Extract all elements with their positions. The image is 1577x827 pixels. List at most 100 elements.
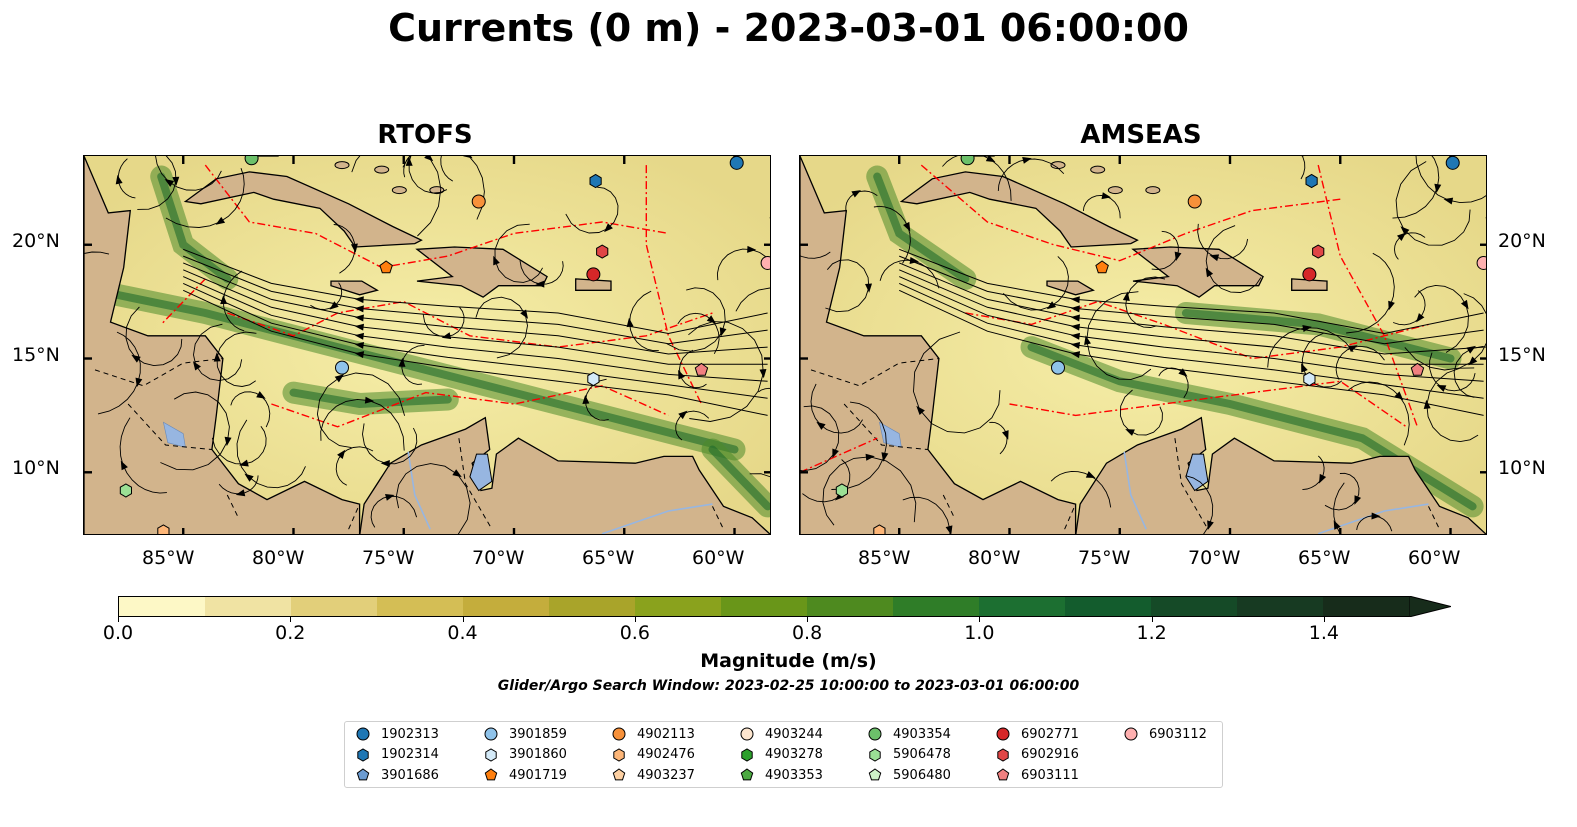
- colorbar-tick: [118, 616, 119, 622]
- float-marker-3901860[interactable]: [587, 371, 600, 387]
- colorbar-tick: [462, 616, 464, 622]
- float-marker-6902916[interactable]: [1312, 244, 1325, 259]
- legend-label: 4903237: [637, 767, 695, 783]
- panel-title-amseas: AMSEAS: [1080, 120, 1202, 150]
- lon-label-80w-b: 80°W: [968, 547, 1021, 569]
- circle-marker-icon: [740, 727, 754, 741]
- pentagon-marker-icon: [996, 768, 1010, 781]
- legend-item: 6903111: [995, 766, 1079, 784]
- colorbar-tick-label: 0.4: [447, 622, 478, 644]
- legend-item: 6902916: [995, 746, 1079, 764]
- lat-label-10n: 10°N: [12, 457, 60, 479]
- lon-label-65w: 65°W: [582, 547, 635, 569]
- hexagon-marker-icon: [357, 747, 369, 762]
- colorbar-tick-label: 1.4: [1308, 622, 1339, 644]
- float-marker-6903112[interactable]: [760, 255, 771, 270]
- float-marker-6903111[interactable]: [694, 362, 709, 376]
- legend-item: 4903244: [739, 725, 823, 743]
- circle-marker-icon: [1124, 727, 1138, 741]
- float-marker-4901719[interactable]: [379, 260, 393, 274]
- legend-item: 5906478: [867, 746, 951, 764]
- float-marker-6903112[interactable]: [1476, 255, 1487, 270]
- colorbar-tick: [807, 616, 809, 622]
- panel-title-rtofs: RTOFS: [377, 120, 473, 150]
- float-marker-3901686[interactable]: [1485, 213, 1487, 225]
- float-marker-1902313[interactable]: [1445, 156, 1460, 170]
- float-marker-3901859[interactable]: [1051, 360, 1065, 375]
- legend-label: 6902771: [1021, 726, 1079, 742]
- legend-item: 1902314: [355, 746, 439, 764]
- lat-label-20n-right: 20°N: [1498, 230, 1546, 252]
- float-marker-4902476[interactable]: [873, 524, 886, 535]
- lat-label-20n: 20°N: [12, 230, 60, 252]
- lon-label-70w: 70°W: [472, 547, 525, 569]
- lon-label-85w: 85°W: [142, 547, 195, 569]
- lon-label-65w-b: 65°W: [1298, 547, 1351, 569]
- colorbar-tick-label: 0.8: [791, 622, 823, 644]
- hexagon-marker-icon: [997, 747, 1009, 762]
- legend-label: 5906478: [893, 747, 951, 762]
- search-window-text: Glider/Argo Search Window: 2023-02-25 10…: [497, 678, 1080, 694]
- colorbar-tick-label: 0.6: [619, 622, 650, 644]
- colorbar-segment: [979, 597, 1065, 616]
- float-marker-1902314[interactable]: [589, 173, 602, 189]
- pentagon-marker-icon: [740, 768, 754, 781]
- legend-item: 1902313: [355, 725, 439, 743]
- map-panel-rtofs[interactable]: [83, 155, 771, 535]
- float-marker-6902916[interactable]: [596, 244, 609, 259]
- float-marker-1902313[interactable]: [729, 156, 744, 170]
- colorbar-segment: [721, 597, 807, 616]
- float-legend: 1902313 1902314 3901686 3901859 3901860 49017…: [344, 721, 1223, 788]
- legend-label: 1902313: [381, 726, 439, 742]
- lon-label-70w-b: 70°W: [1188, 547, 1241, 569]
- colorbar-tick-label: 0.2: [275, 622, 306, 644]
- hexagon-marker-icon: [613, 747, 625, 762]
- legend-label: 3901860: [509, 747, 567, 762]
- colorbar-tick: [979, 616, 981, 622]
- lat-label-15n: 15°N: [12, 344, 60, 366]
- float-marker-4901719[interactable]: [1095, 260, 1109, 274]
- float-marker-4902113[interactable]: [1187, 194, 1202, 209]
- lon-label-80w: 80°W: [252, 547, 305, 569]
- colorbar-segment: [1151, 597, 1237, 616]
- lon-label-60w-b: 60°W: [1408, 547, 1461, 569]
- float-marker-4903354[interactable]: [960, 156, 975, 166]
- legend-label: 5906480: [893, 767, 951, 783]
- legend-label: 4903354: [893, 726, 951, 742]
- float-marker-3901860[interactable]: [1303, 371, 1316, 387]
- legend-label: 1902314: [381, 747, 439, 762]
- float-marker-6902771[interactable]: [586, 267, 601, 282]
- colorbar-tick: [290, 616, 292, 622]
- legend-item: 4903278: [739, 746, 823, 764]
- lon-label-85w-b: 85°W: [858, 547, 911, 569]
- float-marker-4903354[interactable]: [244, 156, 259, 166]
- colorbar-segment: [291, 597, 377, 616]
- legend-item: 4902476: [611, 746, 695, 764]
- colorbar-segment: [377, 597, 463, 616]
- float-marker-6903111[interactable]: [1410, 362, 1425, 376]
- legend-item: 6902771: [995, 725, 1079, 743]
- colorbar-segment: [1323, 597, 1409, 616]
- hexagon-marker-icon: [485, 747, 497, 762]
- float-marker-5906478[interactable]: [835, 483, 848, 498]
- colorbar-tick: [634, 616, 636, 622]
- float-marker-6902771[interactable]: [1302, 267, 1317, 282]
- float-marker-3901686[interactable]: [769, 213, 771, 225]
- legend-label: 4903244: [765, 726, 823, 742]
- float-marker-4902113[interactable]: [471, 194, 486, 209]
- colorbar-tick: [1323, 616, 1325, 622]
- circle-marker-icon: [356, 727, 370, 741]
- colorbar-extend-arrow: [1409, 596, 1451, 617]
- map-panel-amseas[interactable]: [799, 155, 1487, 535]
- colorbar-label: Magnitude (m/s): [700, 650, 877, 672]
- legend-label: 6903112: [1149, 726, 1207, 742]
- float-marker-1902314[interactable]: [1305, 173, 1318, 189]
- circle-marker-icon: [996, 727, 1010, 741]
- legend-label: 6902916: [1021, 747, 1079, 762]
- float-marker-4902476[interactable]: [157, 524, 170, 535]
- legend-item: 5906480: [867, 766, 951, 784]
- colorbar: [118, 596, 1410, 617]
- float-marker-5906478[interactable]: [119, 483, 132, 498]
- float-marker-3901859[interactable]: [335, 360, 349, 375]
- colorbar-tick-label: 1.2: [1136, 622, 1167, 644]
